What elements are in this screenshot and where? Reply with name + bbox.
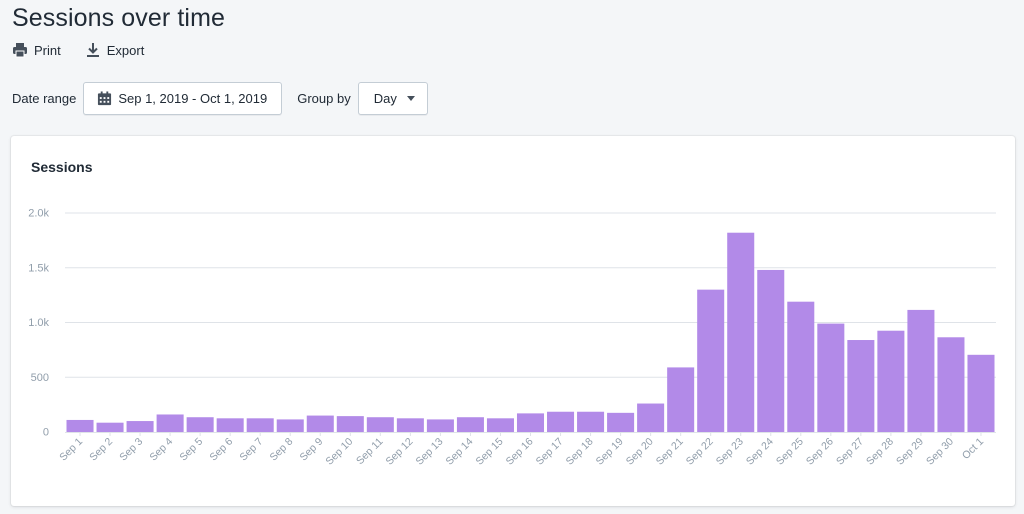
x-tick-label: Sep 28 — [864, 436, 896, 468]
bar-sep-21[interactable] — [667, 367, 695, 432]
group-by-label: Group by — [297, 91, 351, 106]
bar-sep-5[interactable] — [186, 417, 214, 432]
bar-sep-11[interactable] — [366, 417, 394, 432]
y-tick-label: 500 — [31, 372, 49, 384]
bar-sep-15[interactable] — [486, 418, 514, 432]
x-tick-label: Sep 26 — [804, 436, 836, 468]
bar-sep-16[interactable] — [516, 413, 545, 432]
bar-sep-19[interactable] — [607, 412, 635, 432]
x-tick-label: Sep 12 — [383, 436, 415, 468]
print-button[interactable]: Print — [12, 42, 61, 58]
x-tick-label: Oct 1 — [960, 436, 986, 462]
x-tick-label: Sep 24 — [744, 436, 776, 468]
group-by-select[interactable]: Day — [357, 82, 428, 115]
x-tick-label: Sep 27 — [834, 436, 866, 468]
bar-sep-3[interactable] — [126, 421, 154, 432]
date-range-label: Date range — [12, 91, 77, 106]
y-tick-label: 1.5k — [28, 262, 49, 274]
bar-sep-26[interactable] — [817, 323, 845, 432]
bar-sep-14[interactable] — [456, 417, 484, 432]
bar-sep-2[interactable] — [96, 422, 124, 432]
bar-sep-29[interactable] — [907, 309, 935, 432]
print-label: Print — [34, 42, 61, 58]
bar-sep-1[interactable] — [66, 419, 94, 432]
bar-sep-20[interactable] — [637, 403, 665, 432]
bar-sep-17[interactable] — [547, 411, 575, 432]
y-tick-label: 2.0k — [28, 208, 49, 220]
date-range-value: Sep 1, 2019 - Oct 1, 2019 — [118, 91, 268, 106]
group-by-value: Day — [373, 91, 397, 106]
download-icon — [86, 43, 99, 57]
x-tick-label: Sep 29 — [894, 436, 926, 468]
x-tick-label: Sep 11 — [354, 436, 386, 468]
printer-icon — [13, 43, 27, 58]
x-tick-label: Sep 23 — [714, 436, 746, 468]
date-range-button[interactable]: Sep 1, 2019 - Oct 1, 2019 — [83, 82, 283, 115]
x-tick-label: Sep 7 — [237, 436, 265, 464]
bar-sep-22[interactable] — [697, 289, 725, 432]
bar-sep-23[interactable] — [727, 232, 755, 432]
x-tick-label: Sep 22 — [684, 436, 716, 468]
export-label: Export — [106, 42, 145, 58]
bar-sep-4[interactable] — [156, 414, 184, 432]
bar-sep-12[interactable] — [396, 418, 424, 432]
x-tick-label: Sep 17 — [534, 436, 566, 468]
x-tick-label: Sep 10 — [323, 436, 355, 468]
bar-sep-9[interactable] — [306, 415, 334, 432]
x-tick-label: Sep 18 — [564, 436, 596, 468]
sessions-chart-card: 0 500 1.0k 1.5k 2.0k Sep 1 Sep 2 Sep 3 Sep 4 Sep … — [11, 136, 1015, 506]
calendar-icon — [98, 91, 112, 106]
x-tick-label: Sep 19 — [594, 436, 626, 468]
chart-title: Sessions — [31, 159, 93, 175]
bar-sep-27[interactable] — [847, 340, 875, 432]
bar-sep-10[interactable] — [336, 416, 364, 432]
bar-sep-25[interactable] — [787, 301, 815, 432]
x-tick-label: Sep 6 — [207, 436, 235, 464]
x-tick-label: Sep 20 — [624, 436, 656, 468]
x-tick-label: Sep 5 — [177, 436, 205, 464]
bar-sep-28[interactable] — [877, 330, 905, 432]
page-title: Sessions over time — [12, 4, 225, 32]
x-tick-label: Sep 25 — [774, 436, 806, 468]
bar-sep-24[interactable] — [757, 269, 785, 432]
bar-sep-30[interactable] — [937, 337, 965, 432]
x-tick-label: Sep 4 — [147, 436, 175, 464]
x-tick-label: Sep 14 — [444, 436, 476, 468]
x-tick-label: Sep 2 — [87, 436, 115, 464]
page-actions: Print Export — [12, 42, 144, 58]
x-tick-label: Sep 16 — [504, 436, 536, 468]
x-tick-label: Sep 13 — [414, 436, 446, 468]
caret-down-icon — [406, 96, 415, 101]
bar-sep-7[interactable] — [246, 418, 274, 432]
x-tick-label: Sep 3 — [117, 436, 145, 464]
x-tick-label: Sep 1 — [57, 436, 85, 464]
bar-sep-6[interactable] — [216, 418, 244, 432]
x-tick-label: Sep 21 — [654, 436, 686, 468]
x-tick-label: Sep 9 — [297, 436, 325, 464]
filter-bar: Date range Sep 1, 2019 - Oct 1, 2019 Gro… — [12, 82, 428, 115]
y-tick-label: 0 — [43, 427, 49, 439]
bar-sep-13[interactable] — [426, 419, 454, 432]
bar-sep-8[interactable] — [276, 419, 304, 432]
x-tick-label: Sep 15 — [474, 436, 506, 468]
export-button[interactable]: Export — [85, 42, 145, 58]
bar-sep-18[interactable] — [577, 411, 605, 432]
x-tick-label: Sep 30 — [924, 436, 956, 468]
y-tick-label: 1.0k — [28, 317, 49, 329]
bar-oct-1[interactable] — [967, 354, 995, 432]
x-tick-label: Sep 8 — [267, 436, 295, 464]
